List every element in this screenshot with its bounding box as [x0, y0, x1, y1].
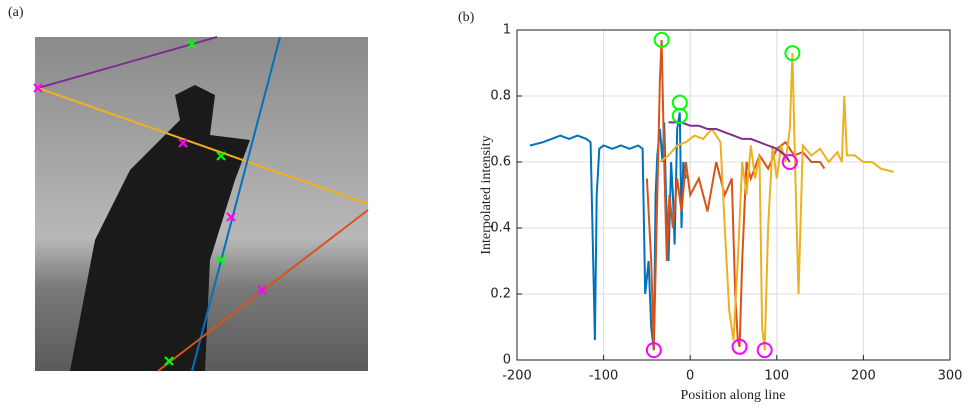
y-tick-label: 0.6: [490, 155, 511, 170]
profile-line: [659, 53, 894, 351]
x-tick-label: 200: [851, 369, 876, 384]
profile-line: [529, 112, 687, 351]
profile-line: [668, 121, 791, 163]
y-axis-label: Interpolated intensity: [479, 135, 494, 254]
panel-label: (b): [458, 10, 475, 25]
y-tick-label: 1: [503, 23, 511, 38]
x-tick-label: 100: [764, 369, 789, 384]
extremum-marker: [653, 31, 670, 48]
x-tick-label: 0: [686, 369, 694, 384]
y-tick-label: 0.4: [490, 221, 511, 236]
y-tick-label: 0.2: [490, 287, 511, 302]
y-tick-label: 0.8: [490, 89, 511, 104]
x-axis-label: Position along line: [681, 388, 786, 403]
panel-label: (a): [8, 5, 24, 20]
x-tick-label: -100: [589, 369, 619, 384]
extremum-marker: [671, 107, 688, 124]
extremum-marker: [645, 342, 662, 359]
y-tick-label: 0: [503, 353, 511, 368]
extremum-marker: [756, 342, 773, 359]
extremum-marker: [671, 94, 688, 111]
extremum-marker: [731, 338, 748, 355]
extremum-marker: [784, 45, 801, 62]
image-panel: [33, 36, 369, 372]
plot-frame: [516, 29, 951, 361]
x-tick-label: 300: [938, 369, 963, 384]
x-tick-label: -200: [502, 369, 532, 384]
extremum-marker: [781, 154, 798, 170]
